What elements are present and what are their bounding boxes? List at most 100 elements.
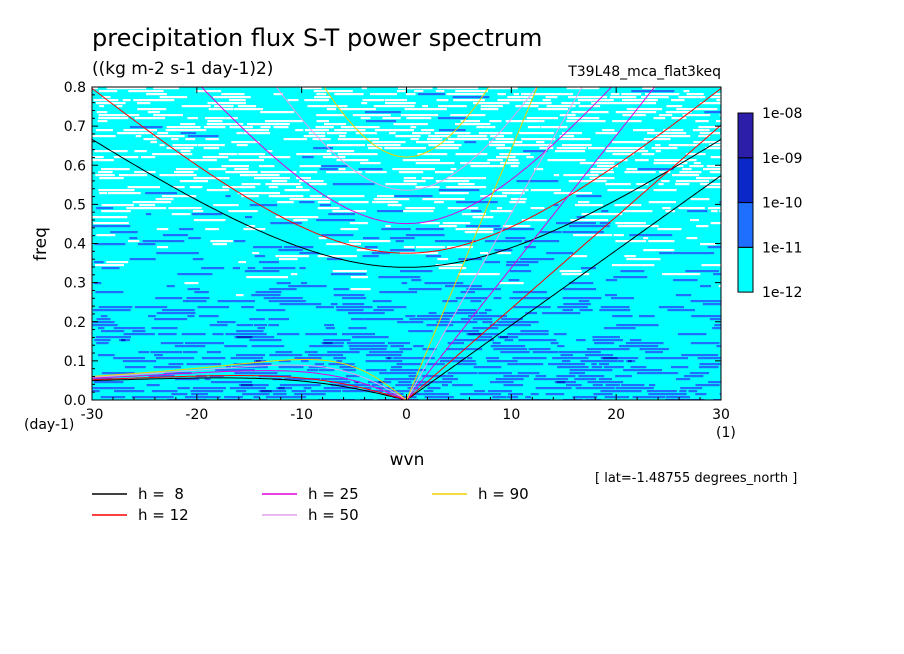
heatmap-cell: [507, 363, 544, 366]
dispersion-curve: [92, 377, 407, 400]
heatmap-cell: [541, 312, 581, 315]
heatmap-cell: [450, 114, 486, 117]
heatmap-cell: [563, 174, 599, 177]
heatmap-cell: [522, 102, 552, 105]
heatmap-cell: [319, 168, 338, 171]
heatmap-cell: [279, 258, 298, 261]
heatmap-cell: [134, 117, 166, 120]
heatmap-cell: [547, 159, 586, 162]
heatmap-cell: [686, 93, 704, 96]
heatmap-cell: [484, 240, 522, 243]
heatmap-cell: [659, 252, 673, 255]
heatmap-cell: [470, 300, 482, 303]
heatmap-cell: [605, 384, 620, 387]
heatmap-cell: [648, 240, 675, 243]
heatmap-cell: [446, 93, 485, 96]
heatmap-cell: [377, 210, 403, 213]
heatmap-cell: [310, 390, 342, 393]
heatmap-cell: [258, 390, 287, 393]
heatmap-cell: [387, 357, 391, 360]
heatmap-cell: [408, 375, 418, 378]
heatmap-cell: [556, 147, 587, 150]
heatmap-cell: [147, 111, 160, 114]
heatmap-cell: [535, 387, 572, 390]
heatmap-cell: [159, 144, 165, 147]
heatmap-cell: [569, 225, 610, 228]
heatmap-cell: [554, 381, 576, 384]
heatmap-cell: [609, 96, 637, 99]
chart-title: precipitation flux S-T power spectrum: [92, 24, 542, 52]
heatmap-cell: [366, 144, 401, 147]
heatmap-cell: [233, 363, 272, 366]
heatmap-cell: [490, 210, 514, 213]
heatmap-cell: [393, 357, 435, 360]
heatmap-cell: [411, 279, 422, 282]
heatmap-cell: [507, 396, 519, 399]
heatmap-cell: [268, 324, 279, 327]
heatmap-cell: [513, 93, 519, 96]
heatmap-cell: [651, 147, 678, 150]
heatmap-cell: [530, 189, 561, 192]
heatmap-cell: [655, 150, 661, 153]
heatmap-cell: [490, 135, 504, 138]
heatmap-cell: [392, 168, 435, 171]
heatmap-cell: [455, 297, 488, 300]
heatmap-cell: [456, 309, 477, 312]
dispersion-curve: [406, 124, 721, 400]
heatmap-cell: [496, 252, 512, 255]
heatmap-cell: [251, 345, 285, 348]
heatmap-cell: [561, 144, 592, 147]
legend-label: h = 25: [308, 485, 359, 503]
heatmap-cell: [464, 141, 477, 144]
heatmap-cell: [198, 144, 225, 147]
heatmap-cell: [181, 105, 211, 108]
heatmap-cell: [586, 348, 630, 351]
heatmap-cell: [387, 342, 410, 345]
heatmap-cell: [596, 165, 618, 168]
heatmap-cell: [278, 360, 291, 363]
heatmap-cell: [439, 192, 469, 195]
heatmap-cell: [506, 261, 539, 264]
heatmap-cell: [552, 357, 589, 360]
heatmap-cell: [578, 375, 605, 378]
dispersion-curve: [406, 87, 656, 400]
heatmap-cell: [304, 129, 329, 132]
heatmap-cell: [309, 345, 344, 348]
dispersion-curve: [406, 87, 583, 400]
heatmap-cell: [706, 165, 721, 168]
heatmap-cell: [337, 138, 380, 141]
heatmap-cell: [304, 351, 318, 354]
heatmap-cell: [554, 150, 585, 153]
heatmap-cell: [124, 366, 146, 369]
heatmap-cell: [672, 252, 715, 255]
heatmap-cell: [643, 138, 671, 141]
heatmap-cell: [362, 255, 379, 258]
heatmap-cell: [360, 117, 371, 120]
heatmap-cell: [699, 366, 719, 369]
run-id-label: T39L48_mca_flat3keq: [567, 64, 721, 80]
heatmap-cell: [148, 375, 157, 378]
heatmap-cell: [163, 372, 192, 375]
heatmap-cell: [236, 324, 253, 327]
heatmap-cell: [110, 231, 138, 234]
heatmap-cell: [492, 396, 507, 399]
heatmap-cell: [171, 138, 179, 141]
heatmap-cell: [524, 240, 560, 243]
heatmap-cell: [294, 357, 322, 360]
heatmap-cell: [570, 219, 609, 222]
heatmap-cell: [423, 390, 434, 393]
heatmap-cell: [244, 270, 280, 273]
heatmap-cell: [171, 213, 191, 216]
heatmap-cell: [695, 393, 707, 396]
heatmap-cell: [563, 303, 591, 306]
heatmap-cell: [192, 258, 204, 261]
heatmap-cell: [236, 354, 265, 357]
heatmap-cell: [562, 231, 604, 234]
heatmap-cell: [369, 351, 404, 354]
heatmap-cell: [260, 111, 294, 114]
dispersion-curve: [92, 138, 721, 268]
heatmap-cell: [326, 108, 337, 111]
heatmap-cell: [382, 117, 401, 120]
heatmap-cell: [648, 201, 676, 204]
heatmap-cell: [438, 267, 467, 270]
